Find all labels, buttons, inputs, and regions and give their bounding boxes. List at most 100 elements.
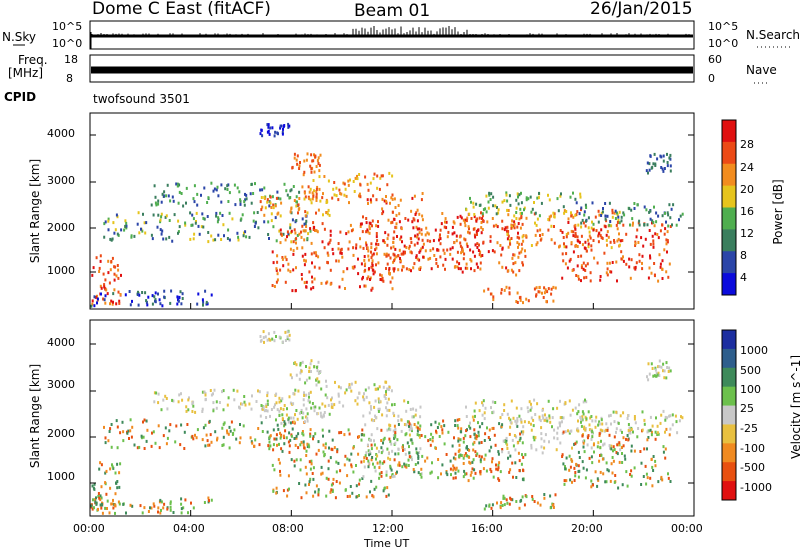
range-cell	[659, 262, 662, 266]
range-cell	[451, 444, 454, 448]
range-cell	[103, 283, 106, 287]
range-cell	[142, 435, 145, 439]
range-cell	[385, 380, 388, 384]
range-cell	[272, 225, 275, 229]
range-cell	[318, 266, 321, 270]
range-cell	[584, 247, 587, 251]
range-cell	[505, 436, 508, 440]
range-cell	[587, 226, 590, 230]
range-cell	[486, 426, 488, 430]
range-cell	[348, 458, 351, 462]
range-cell	[269, 434, 272, 438]
range-cell	[308, 366, 311, 370]
range-cell	[662, 154, 665, 158]
range-cell	[315, 229, 318, 233]
range-cell	[204, 423, 207, 427]
range-cell	[488, 193, 491, 197]
range-cell	[389, 201, 391, 205]
range-cell	[419, 405, 422, 409]
range-cell	[276, 190, 279, 194]
range-cell	[265, 403, 268, 407]
range-cell	[464, 472, 467, 476]
range-cell	[371, 253, 374, 257]
range-cell	[375, 416, 378, 420]
range-cell	[519, 207, 522, 211]
range-cell	[371, 224, 373, 228]
range-cell	[358, 435, 360, 439]
range-cell	[363, 284, 366, 288]
range-cell	[373, 439, 375, 443]
range-cell	[388, 268, 391, 272]
range-cell	[256, 211, 259, 214]
range-cell	[394, 247, 397, 251]
range-cell	[403, 462, 406, 466]
range-cell	[473, 215, 476, 219]
range-cell	[300, 411, 303, 414]
range-cell	[568, 468, 571, 472]
range-cell	[385, 199, 388, 203]
range-cell	[564, 430, 567, 434]
range-cell	[335, 186, 338, 190]
range-cell	[633, 449, 636, 453]
range-cell	[309, 164, 312, 168]
range-cell	[484, 207, 487, 211]
range-cell	[94, 500, 97, 504]
range-cell	[568, 259, 571, 263]
range-cell	[577, 419, 579, 423]
range-cell	[492, 475, 495, 479]
range-cell	[461, 249, 464, 253]
range-cell	[516, 417, 519, 420]
range-cell	[516, 419, 519, 423]
xtick-0800: 08:00	[272, 522, 304, 535]
range-cell	[679, 214, 682, 218]
range-cell	[373, 465, 376, 469]
freq-tick-bottom: 8	[66, 72, 73, 85]
range-cell	[313, 409, 316, 413]
velocity-cbar-tick-25: 25	[740, 402, 754, 415]
range-cell	[600, 418, 603, 422]
range-cell	[551, 503, 554, 507]
range-cell	[103, 298, 106, 302]
range-cell	[536, 217, 539, 221]
range-cell	[459, 438, 462, 442]
range-cell	[104, 481, 107, 485]
range-cell	[266, 403, 269, 406]
range-cell	[370, 407, 373, 411]
range-cell	[426, 231, 429, 235]
range-cell	[127, 429, 130, 433]
range-cell	[261, 188, 264, 192]
range-cell	[136, 446, 139, 450]
range-cell	[122, 430, 125, 434]
range-cell	[381, 207, 384, 211]
range-cell	[669, 427, 672, 431]
range-cell	[616, 239, 619, 243]
range-cell	[583, 210, 586, 214]
range-cell	[630, 449, 633, 453]
range-cell	[180, 392, 182, 396]
range-cell	[585, 468, 588, 472]
range-cell	[306, 412, 309, 416]
range-cell	[385, 390, 387, 394]
range-cell	[474, 401, 477, 405]
range-cell	[331, 247, 334, 251]
range-cell	[667, 275, 670, 279]
range-cell	[571, 459, 574, 463]
range-cell	[386, 428, 389, 432]
range-cell	[549, 506, 552, 510]
range-cell	[541, 291, 543, 295]
range-cell	[106, 499, 109, 503]
range-cell	[214, 430, 217, 434]
range-cell	[617, 237, 620, 241]
range-cell	[300, 235, 303, 239]
range-cell	[157, 424, 160, 428]
range-cell	[100, 292, 102, 296]
range-cell	[239, 436, 242, 440]
range-cell	[306, 416, 309, 420]
range-cell	[275, 437, 278, 441]
range-cell	[411, 441, 414, 445]
range-cell	[371, 263, 374, 267]
nsearch-tick-bottom: 10^0	[708, 37, 739, 50]
range-cell	[411, 220, 414, 224]
xtick-2400: 00:00	[671, 522, 703, 535]
range-cell	[454, 471, 457, 475]
